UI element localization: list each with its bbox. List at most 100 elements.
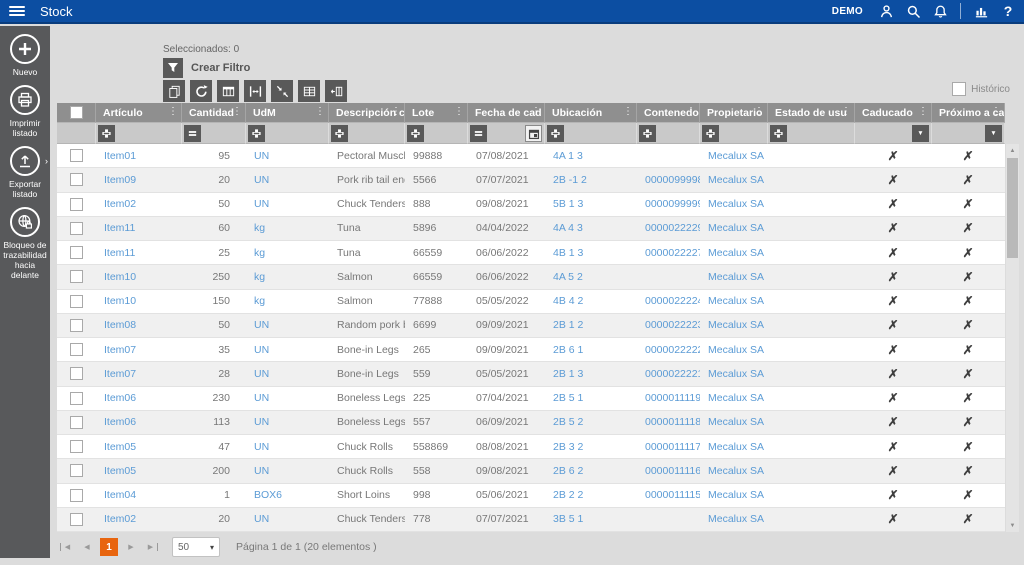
row-checkbox[interactable] [70,464,83,478]
column-header-estado[interactable]: Estado de usu ⋮ [768,103,855,123]
cell-link-articulo[interactable]: Item04 [104,489,137,502]
cell-link-propietario[interactable]: Mecalux SA [708,367,765,380]
statistics-chart-icon[interactable] [971,2,991,20]
cell-link-ubicacion[interactable]: 5B 1 3 [553,198,584,211]
column-header-contenedor[interactable]: Contenedor ⋮ [637,103,700,123]
cell-link-udm[interactable]: UN [254,149,270,162]
cell-link-udm[interactable]: UN [254,392,270,405]
cell-link-articulo[interactable]: Item06 [104,416,137,429]
row-checkbox[interactable] [70,294,83,308]
row-checkbox[interactable] [70,197,83,211]
cell-link-propietario[interactable]: Mecalux SA [708,270,765,283]
cell-link-propietario[interactable]: Mecalux SA [708,149,765,162]
pager-next-icon[interactable]: ▶ [128,544,134,551]
filter-operator-icon[interactable] [702,124,719,142]
toolbar-refresh-button[interactable] [190,80,212,102]
cell-link-articulo[interactable]: Item05 [104,440,137,453]
cell-link-udm[interactable]: kg [254,270,266,283]
cell-link-udm[interactable]: UN [254,367,270,380]
sidebar-item-bloqueo-trazabilidad[interactable]: Bloqueo de trazabilidad hacia delante [0,199,50,280]
cell-link-udm[interactable]: UN [254,343,270,356]
cell-link-articulo[interactable]: Item07 [104,343,137,356]
column-menu-icon[interactable]: ⋮ [531,106,541,117]
cell-link-ubicacion[interactable]: 4A 4 3 [553,222,583,235]
cell-link-ubicacion[interactable]: 2B 1 3 [553,367,584,380]
cell-link-articulo[interactable]: Item07 [104,367,137,380]
cell-link-articulo[interactable]: Item10 [104,270,137,283]
cell-link-propietario[interactable]: Mecalux SA [708,513,765,526]
row-checkbox[interactable] [70,221,83,235]
hamburger-menu-icon[interactable] [0,0,34,23]
sidebar-item-exportar-listado[interactable]: › Exportar listado [0,138,50,199]
pager-prev-icon[interactable]: ◀ [84,544,90,551]
cell-link-contenedor[interactable]: 0000011118 [645,416,700,429]
filter-cell-contenedor[interactable] [637,123,700,144]
filter-cell-propietario[interactable] [700,123,768,144]
page-size-select[interactable]: 50 ▾ [172,537,220,557]
column-menu-icon[interactable]: ⋮ [623,106,633,117]
scrollbar-thumb[interactable] [1007,158,1018,258]
cell-link-ubicacion[interactable]: 3B 5 1 [553,513,584,526]
filter-funnel-icon[interactable] [163,58,183,78]
cell-link-contenedor[interactable]: 0000022223 [645,319,700,332]
cell-link-articulo[interactable]: Item02 [104,198,137,211]
cell-link-propietario[interactable]: Mecalux SA [708,246,765,259]
cell-link-ubicacion[interactable]: 2B 6 2 [553,464,584,477]
filter-operator-icon[interactable] [98,124,115,142]
row-checkbox[interactable] [70,440,83,454]
expand-chevron-icon[interactable]: › [45,156,48,166]
column-menu-icon[interactable]: ⋮ [918,106,928,117]
cell-link-udm[interactable]: UN [254,440,270,453]
cell-link-propietario[interactable]: Mecalux SA [708,392,765,405]
cell-link-contenedor[interactable]: 0000011115 [645,489,700,502]
column-menu-icon[interactable]: ⋮ [991,106,1001,117]
filter-cell-cantidad[interactable] [182,123,246,144]
cell-link-udm[interactable]: UN [254,319,270,332]
create-filter-button[interactable]: Crear Filtro [191,62,251,74]
cell-link-udm[interactable]: UN [254,513,270,526]
row-checkbox[interactable] [70,488,83,502]
cell-link-articulo[interactable]: Item09 [104,173,137,186]
vertical-scrollbar[interactable]: ▲ ▼ [1006,144,1019,532]
cell-link-udm[interactable]: UN [254,173,270,186]
column-menu-icon[interactable]: ⋮ [232,106,242,117]
filter-operator-icon[interactable] [407,124,424,142]
sidebar-item-nuevo[interactable]: Nuevo [0,26,50,77]
cell-link-propietario[interactable]: Mecalux SA [708,295,765,308]
cell-link-contenedor[interactable]: 0000022224 [645,295,700,308]
column-menu-icon[interactable]: ⋮ [841,106,851,117]
filter-cell-ubicacion[interactable] [545,123,637,144]
column-header-caducado[interactable]: Caducado ⋮ [855,103,932,123]
cell-link-articulo[interactable]: Item11 [104,222,136,235]
row-checkbox[interactable] [70,246,83,260]
cell-link-contenedor[interactable]: 0000022221 [645,367,700,380]
cell-link-ubicacion[interactable]: 2B 6 1 [553,343,584,356]
filter-cell-fecha[interactable] [468,123,545,144]
cell-link-propietario[interactable]: Mecalux SA [708,416,765,429]
select-all-checkbox[interactable] [69,106,83,119]
cell-link-contenedor[interactable]: 0000022222 [645,343,700,356]
column-header-udm[interactable]: UdM ⋮ [246,103,329,123]
cell-link-ubicacion[interactable]: 4A 5 2 [553,270,583,283]
column-header-descripcion[interactable]: Descripción co ⋮ [329,103,405,123]
cell-link-contenedor[interactable]: 0000011116 [645,464,700,477]
filter-cell-estado[interactable] [768,123,855,144]
cell-link-ubicacion[interactable]: 2B 5 2 [553,416,584,429]
cell-link-udm[interactable]: kg [254,246,266,259]
row-checkbox[interactable] [70,391,83,405]
row-checkbox[interactable] [70,343,83,357]
row-checkbox[interactable] [70,512,83,526]
help-icon[interactable]: ? [1003,3,1013,19]
cell-link-ubicacion[interactable]: 2B 3 2 [553,440,584,453]
filter-cell-descripcion[interactable] [329,123,405,144]
toolbar-column-settings-button[interactable] [217,80,239,102]
filter-cell-articulo[interactable] [96,123,182,144]
cell-link-ubicacion[interactable]: 4A 1 3 [553,149,583,162]
filter-cell-proximo[interactable]: ▼ [932,123,1005,144]
toolbar-autofit-columns-button[interactable] [244,80,266,102]
toolbar-move-columns-button[interactable] [325,80,347,102]
cell-link-contenedor[interactable]: 0000022227 [645,246,700,259]
filter-operator-icon[interactable] [331,124,348,142]
toolbar-copy-button[interactable] [163,80,185,102]
cell-link-contenedor[interactable]: 0000099999 [645,198,700,211]
